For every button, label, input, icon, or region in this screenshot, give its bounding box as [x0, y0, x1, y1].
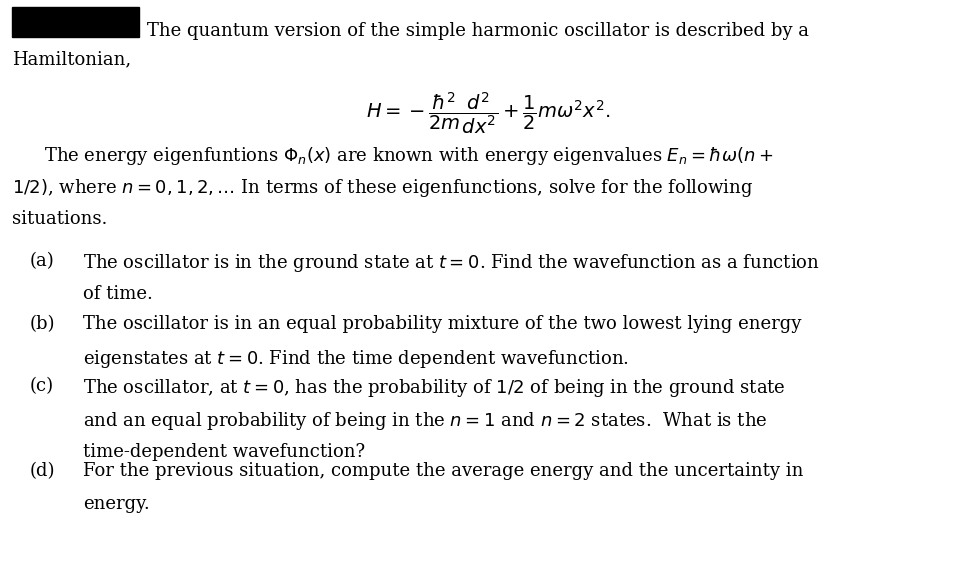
Text: time-dependent wavefunction?: time-dependent wavefunction? [83, 443, 365, 461]
Text: $H = -\dfrac{\hbar^2}{2m}\dfrac{d^2}{dx^2} + \dfrac{1}{2}m\omega^2 x^2.$: $H = -\dfrac{\hbar^2}{2m}\dfrac{d^2}{dx^… [366, 91, 611, 136]
Text: (c): (c) [29, 377, 54, 395]
Text: The energy eigenfuntions $\Phi_n(x)$ are known with energy eigenvalues $E_n = \h: The energy eigenfuntions $\Phi_n(x)$ are… [44, 145, 774, 167]
Text: situations.: situations. [12, 210, 107, 229]
Text: For the previous situation, compute the average energy and the uncertainty in: For the previous situation, compute the … [83, 462, 803, 480]
Text: of time.: of time. [83, 285, 153, 303]
Text: (a): (a) [29, 252, 54, 270]
Text: Hamiltonian,: Hamiltonian, [12, 50, 131, 68]
Text: The oscillator is in the ground state at $t = 0$. Find the wavefunction as a fun: The oscillator is in the ground state at… [83, 252, 820, 274]
Text: energy.: energy. [83, 495, 149, 513]
FancyBboxPatch shape [12, 7, 139, 37]
Text: (b): (b) [29, 315, 55, 333]
Text: and an equal probability of being in the $n = 1$ and $n = 2$ states.  What is th: and an equal probability of being in the… [83, 410, 768, 432]
Text: $1/2)$, where $n = 0, 1, 2, \ldots$ In terms of these eigenfunctions, solve for : $1/2)$, where $n = 0, 1, 2, \ldots$ In t… [12, 177, 753, 200]
Text: The oscillator, at $t = 0$, has the probability of $1/2$ of being in the ground : The oscillator, at $t = 0$, has the prob… [83, 377, 786, 399]
Text: (d): (d) [29, 462, 55, 480]
Text: The oscillator is in an equal probability mixture of the two lowest lying energy: The oscillator is in an equal probabilit… [83, 315, 801, 333]
Text: The quantum version of the simple harmonic oscillator is described by a: The quantum version of the simple harmon… [147, 22, 809, 40]
Text: eigenstates at $t = 0$. Find the time dependent wavefunction.: eigenstates at $t = 0$. Find the time de… [83, 348, 629, 370]
